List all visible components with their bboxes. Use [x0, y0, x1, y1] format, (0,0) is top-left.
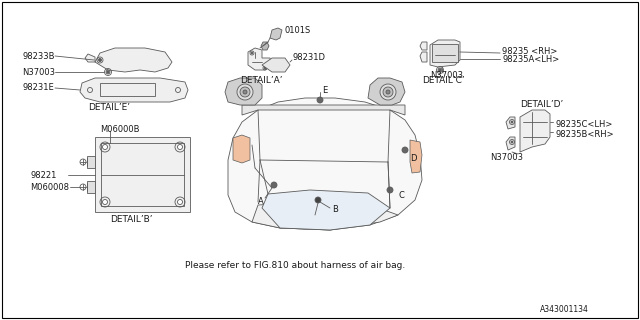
Circle shape [511, 121, 513, 123]
Polygon shape [233, 135, 250, 163]
Text: DETAIL’B’: DETAIL’B’ [110, 215, 152, 225]
Polygon shape [262, 190, 390, 230]
Circle shape [402, 147, 408, 153]
Circle shape [237, 84, 253, 100]
Polygon shape [410, 140, 422, 173]
Text: 98221: 98221 [30, 171, 56, 180]
Text: 98235A<LH>: 98235A<LH> [502, 54, 559, 63]
Circle shape [438, 68, 442, 72]
Text: DETAIL’D’: DETAIL’D’ [520, 100, 563, 108]
Polygon shape [228, 98, 422, 230]
Text: N37003: N37003 [490, 153, 523, 162]
Polygon shape [270, 28, 282, 40]
Circle shape [439, 69, 441, 71]
Polygon shape [261, 42, 269, 50]
Circle shape [102, 145, 108, 149]
Polygon shape [85, 54, 95, 62]
Polygon shape [368, 78, 405, 105]
Circle shape [107, 71, 109, 73]
Text: B: B [332, 205, 338, 214]
Circle shape [264, 67, 266, 69]
Polygon shape [520, 110, 550, 152]
Text: 98231E: 98231E [22, 83, 54, 92]
Circle shape [383, 87, 393, 97]
Polygon shape [87, 181, 95, 193]
Polygon shape [95, 137, 190, 212]
Polygon shape [87, 156, 95, 168]
Text: 98231D: 98231D [292, 52, 325, 61]
Polygon shape [242, 105, 405, 115]
Polygon shape [506, 117, 515, 129]
Circle shape [177, 145, 182, 149]
Text: E: E [322, 85, 327, 94]
Circle shape [317, 97, 323, 103]
Circle shape [386, 90, 390, 94]
Circle shape [106, 70, 110, 74]
Circle shape [240, 87, 250, 97]
Text: N37003: N37003 [22, 68, 55, 76]
Polygon shape [80, 78, 188, 102]
Circle shape [177, 199, 182, 204]
Circle shape [387, 187, 393, 193]
Text: 0101S: 0101S [284, 26, 310, 35]
Text: 98233B: 98233B [22, 52, 54, 60]
Text: A343001134: A343001134 [540, 306, 589, 315]
Polygon shape [252, 202, 398, 230]
Text: A: A [258, 197, 264, 206]
Text: DETAIL’E’: DETAIL’E’ [88, 102, 130, 111]
Polygon shape [262, 58, 290, 72]
Text: Please refer to FIG.810 about harness of air bag.: Please refer to FIG.810 about harness of… [185, 260, 405, 269]
Text: C: C [398, 190, 404, 199]
Text: D: D [410, 154, 417, 163]
Text: 98235C<LH>: 98235C<LH> [555, 119, 612, 129]
Polygon shape [248, 48, 272, 70]
Polygon shape [95, 48, 172, 72]
Polygon shape [225, 78, 262, 105]
Text: 98235B<RH>: 98235B<RH> [555, 130, 614, 139]
Text: M06000B: M06000B [100, 124, 140, 133]
Polygon shape [432, 44, 458, 62]
Text: 98235 <RH>: 98235 <RH> [502, 46, 557, 55]
Text: DETAIL’A’: DETAIL’A’ [240, 76, 282, 84]
Text: DETAIL’C’: DETAIL’C’ [422, 76, 465, 84]
Circle shape [252, 52, 253, 54]
Circle shape [102, 199, 108, 204]
Circle shape [243, 90, 247, 94]
Text: N37003: N37003 [430, 70, 463, 79]
Polygon shape [506, 137, 515, 150]
Circle shape [315, 197, 321, 203]
Circle shape [271, 182, 277, 188]
Circle shape [380, 84, 396, 100]
Text: M060008: M060008 [30, 182, 69, 191]
Circle shape [511, 141, 513, 143]
Polygon shape [420, 42, 427, 50]
Polygon shape [430, 40, 460, 67]
Polygon shape [420, 52, 427, 62]
Circle shape [99, 59, 102, 61]
